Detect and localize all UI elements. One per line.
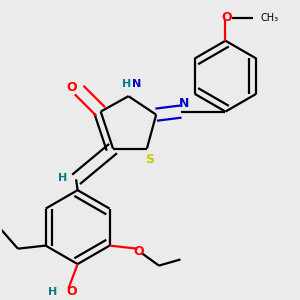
Text: N: N <box>179 98 189 110</box>
Text: CH₃: CH₃ <box>261 13 279 22</box>
Text: O: O <box>66 285 77 298</box>
Text: N: N <box>131 79 141 89</box>
Text: O: O <box>222 11 232 23</box>
Text: H: H <box>122 79 131 89</box>
Text: S: S <box>146 153 154 166</box>
Text: H: H <box>58 173 67 183</box>
Text: O: O <box>134 244 144 258</box>
Text: O: O <box>66 81 77 94</box>
Text: H: H <box>48 287 58 297</box>
